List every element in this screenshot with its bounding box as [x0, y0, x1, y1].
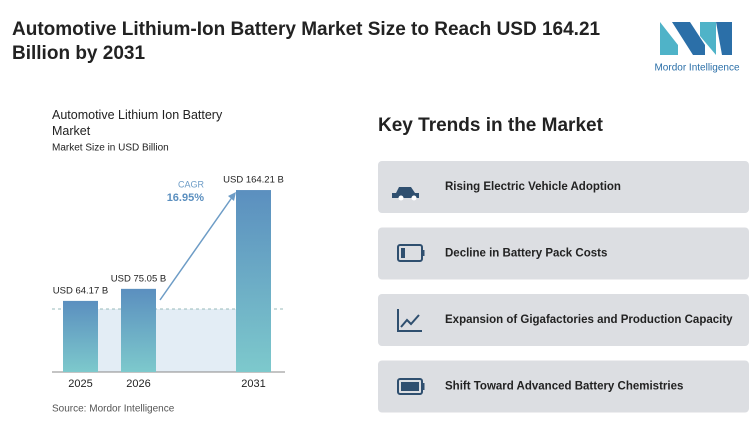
logo: Mordor Intelligence: [654, 22, 740, 74]
value-label: USD 164.21 B: [223, 175, 284, 186]
trends: Rising Electric Vehicle Adoption Decline …: [378, 161, 749, 413]
trends-title: Key Trends in the Market: [378, 115, 604, 136]
logo-shape: [660, 22, 678, 55]
chart-subtitle: Market Size in USD Billion: [52, 143, 169, 154]
x-tick-label: 2025: [68, 378, 92, 390]
trend-text: Decline in Battery Pack Costs: [445, 248, 607, 260]
title-box: Automotive Lithium-Ion Battery Market Si…: [12, 19, 601, 64]
trend-card: [378, 161, 749, 213]
logo-shape: [672, 22, 705, 55]
trend-text: Shift Toward Advanced Battery Chemistrie…: [445, 381, 683, 393]
value-label: USD 75.05 B: [111, 273, 166, 284]
cagr-arrow: [159, 195, 234, 301]
trend-text: Rising Electric Vehicle Adoption: [445, 181, 621, 193]
logo-shape: [700, 22, 716, 55]
value-label: USD 64.17 B: [53, 285, 108, 296]
cagr-label: CAGR: [178, 179, 205, 189]
trend-icon: [397, 244, 425, 262]
x-tick-label: 2031: [241, 378, 265, 390]
page-title: Automotive Lithium-Ion Battery Market Si…: [12, 19, 601, 64]
trend-text: Expansion of Gigafactories and Productio…: [445, 314, 733, 326]
bar: [63, 300, 98, 372]
source: Source: Mordor Intelligence: [52, 404, 175, 415]
logo-shape: [716, 22, 732, 55]
trend-icon: [397, 378, 425, 395]
chart-title: Automotive Lithium Ion Battery Market: [52, 108, 223, 138]
trend-card: [378, 294, 749, 346]
trend-icon: [392, 187, 419, 201]
logo-text: Mordor Intelligence: [654, 63, 739, 74]
x-tick-label: 2026: [126, 378, 150, 390]
trend-card: [378, 227, 749, 280]
bar: [236, 190, 271, 372]
trend-card: [378, 360, 749, 413]
cagr-value: 16.95%: [167, 192, 205, 204]
trend-icon: [397, 309, 422, 332]
bar: [121, 288, 156, 372]
arrow-head: [228, 192, 236, 201]
